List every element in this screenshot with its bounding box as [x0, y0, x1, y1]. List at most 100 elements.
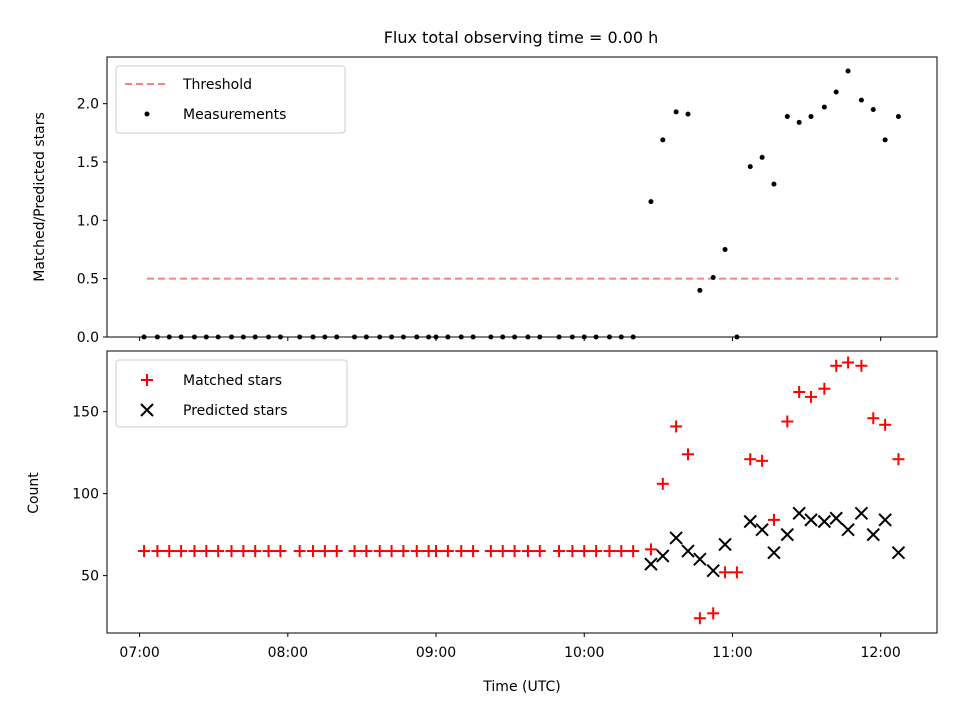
measurement-point [870, 107, 876, 112]
predicted-point [706, 563, 720, 578]
matched-point [441, 545, 454, 558]
ratio-y-tick-label: 0.5 [77, 272, 99, 288]
measurement-point [858, 97, 864, 103]
predicted-point [841, 523, 855, 537]
legend-threshold-label: Threshold [182, 77, 252, 93]
predicted-point [718, 537, 732, 552]
measurement-point [821, 104, 827, 110]
count-panel-ticks: 50 100 150 07:00 08:00 09:00 10:00 11:00 12:00 [72, 405, 901, 661]
legend-matched-swatch [141, 374, 153, 386]
matched-point [656, 477, 669, 490]
legend-predicted-swatch [140, 403, 154, 417]
measurement-point [759, 154, 765, 160]
matched-point [249, 545, 262, 558]
matched-point [730, 566, 743, 579]
matched-point [603, 545, 616, 558]
measurement-point [697, 287, 703, 293]
x-tick-label: 11:00 [712, 645, 752, 661]
x-axis-label: Time (UTC) [482, 679, 560, 695]
legend-measurements-label: Measurements [183, 107, 286, 123]
x-tick-label: 10:00 [564, 645, 604, 661]
predicted-point [804, 513, 818, 527]
measurement-point [845, 68, 851, 74]
count-y-tick-label: 50 [81, 569, 99, 585]
legend-matched-label: Matched stars [183, 373, 282, 389]
x-tick-label: 09:00 [416, 645, 456, 661]
predicted-point [792, 506, 806, 521]
matched-point [163, 545, 176, 558]
predicted-point [755, 523, 769, 537]
matched-point [627, 545, 640, 558]
measurement-point [796, 119, 802, 125]
ratio-panel: 0.00.51.01.52.0 Matched/Predicted stars … [32, 56, 938, 346]
measurement-point [660, 137, 666, 143]
matched-point [553, 545, 566, 558]
measurement-point [771, 181, 777, 187]
matched-point [781, 415, 794, 428]
matched-point [879, 418, 892, 431]
matched-point [508, 545, 521, 558]
predicted-point [644, 557, 658, 571]
predicted-point [767, 545, 781, 560]
count-legend: Matched stars Predicted stars [115, 359, 348, 428]
matched-point [467, 545, 480, 558]
matched-point [373, 545, 386, 558]
ratio-panel-ticks: 0.0 0.5 1.0 1.5 2.0 [77, 97, 882, 346]
matched-point [188, 545, 201, 558]
count-y-axis-label: Count [26, 472, 42, 514]
legend-predicted-label: Predicted stars [183, 403, 288, 419]
matched-point [756, 454, 769, 467]
ratio-y-tick-label: 0.0 [77, 330, 99, 346]
measurement-point [673, 109, 679, 115]
matched-point [237, 545, 250, 558]
matched-point [521, 545, 534, 558]
matched-point [330, 545, 343, 558]
measurement-point [747, 164, 753, 170]
matched-point [151, 545, 164, 558]
ratio-y-axis-label: Matched/Predicted stars [32, 112, 48, 282]
predicted-point [878, 513, 892, 527]
predicted-point [681, 544, 695, 558]
measurement-point [808, 114, 814, 119]
measurement-point [833, 89, 839, 95]
matched-point [767, 513, 780, 526]
matched-point [682, 448, 694, 461]
x-tick-label: 08:00 [268, 645, 308, 661]
matched-point [793, 385, 806, 398]
predicted-point [866, 527, 880, 542]
predicted-point [656, 549, 670, 563]
chart-title: Flux total observing time = 0.00 h [384, 28, 659, 47]
count-panel: 50 100 150 07:00 08:00 09:00 10:00 11:00 12:00 C… [26, 350, 938, 695]
matched-point [410, 545, 423, 558]
matched-point [225, 545, 238, 558]
matched-point [533, 545, 546, 558]
matched-point [455, 545, 468, 558]
count-panel-frame [106, 350, 938, 634]
matched-point [274, 545, 287, 558]
predicted-point [891, 545, 906, 560]
predicted-point [854, 506, 869, 521]
matched-point [590, 545, 603, 558]
ratio-y-tick-label: 1.5 [77, 155, 99, 171]
predicted-point [829, 511, 843, 525]
matched-point [818, 382, 831, 395]
matched-point [670, 420, 683, 433]
count-y-tick-label: 150 [72, 405, 99, 421]
predicted-point [780, 527, 795, 542]
matched-point [744, 453, 757, 466]
count-legend-box [115, 359, 348, 428]
measurement-point [895, 114, 901, 119]
matched-point [348, 545, 361, 558]
matched-point [212, 545, 225, 558]
matched-point [430, 545, 443, 558]
predicted-point [817, 514, 832, 529]
matched-point [496, 545, 509, 558]
matched-point [262, 545, 275, 558]
matched-point [138, 545, 151, 558]
matched-point [693, 612, 706, 625]
x-tick-label: 07:00 [119, 645, 159, 661]
measurement-point [685, 111, 691, 117]
matched-point [293, 545, 306, 558]
ratio-y-tick-label: 1.0 [77, 213, 99, 229]
